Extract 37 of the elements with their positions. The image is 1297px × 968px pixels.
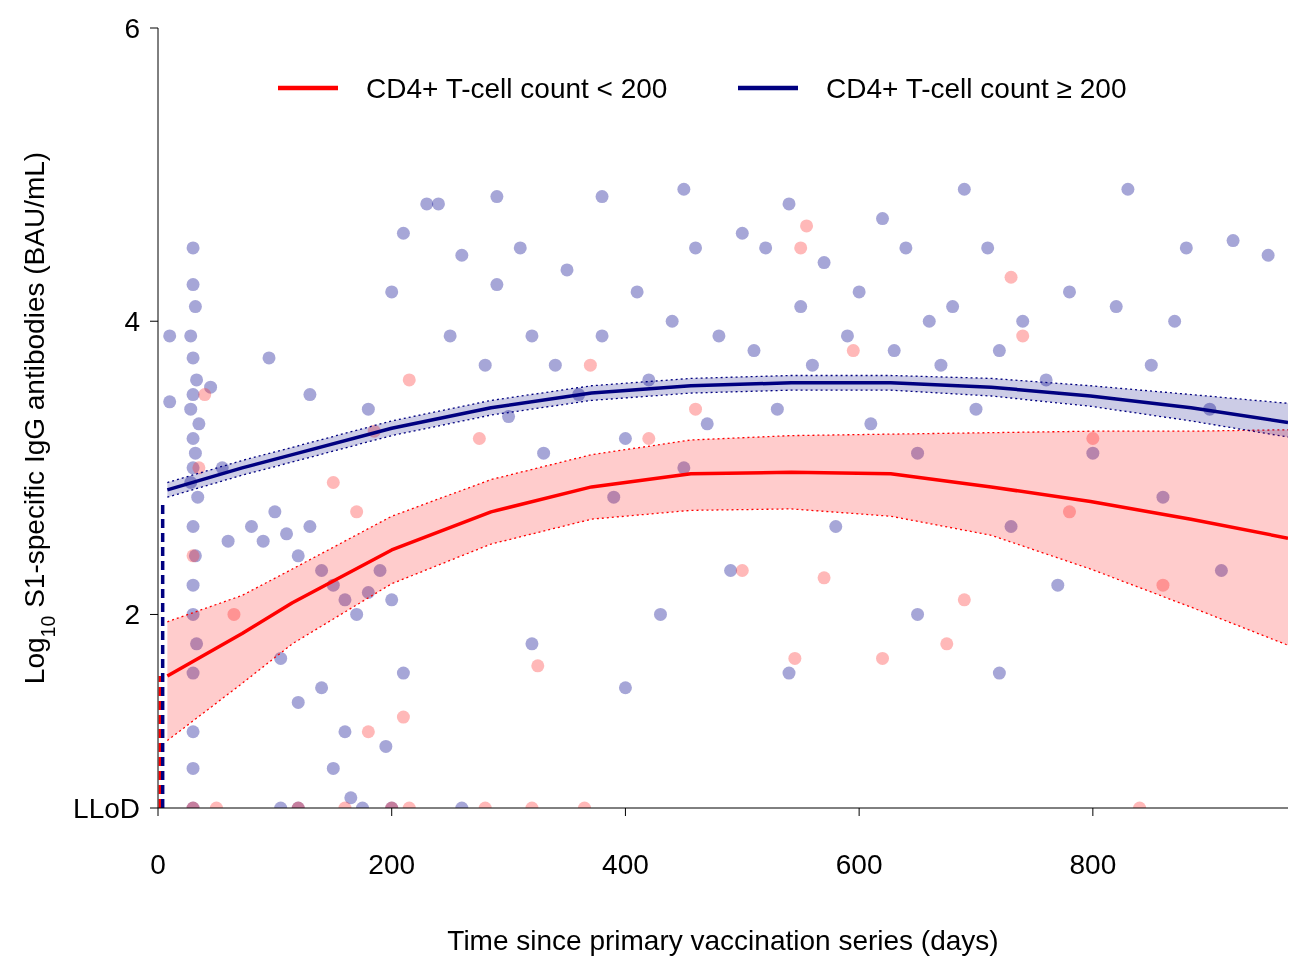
point: [735, 563, 749, 577]
x-tick-label: 200: [368, 849, 416, 880]
point: [198, 388, 212, 402]
line-series: [166, 508, 1288, 742]
point: [689, 402, 703, 416]
point: [396, 710, 410, 724]
legend-label: CD4+ T-cell count < 200: [366, 72, 668, 104]
point: [402, 373, 416, 387]
point: [957, 593, 971, 607]
point: [642, 432, 656, 446]
point: [817, 571, 831, 585]
y-tick-label: 2: [124, 599, 140, 631]
point: [794, 241, 808, 255]
point: [788, 651, 802, 665]
x-tick-label: 400: [602, 849, 649, 880]
point: [472, 432, 486, 446]
y-tick-label: 6: [124, 12, 140, 44]
point: [326, 476, 340, 490]
point: [531, 659, 545, 673]
y-tick-label: LLoD: [73, 792, 140, 824]
point: [192, 461, 206, 475]
point: [583, 358, 597, 372]
point: [940, 637, 954, 651]
point: [350, 505, 364, 519]
point: [800, 219, 814, 233]
x-tick-label: 0: [150, 849, 166, 880]
point: [876, 651, 890, 665]
line-series: [166, 429, 1288, 623]
legend-label: CD4+ T-cell count ≥ 200: [826, 72, 1127, 104]
point: [1016, 329, 1030, 343]
line-series: [165, 470, 1288, 678]
point: [846, 344, 860, 358]
x-tick-label: 800: [1069, 849, 1117, 880]
x-tick-label: 600: [835, 849, 883, 880]
x-axis-title: Time since primary vaccination series (days): [447, 925, 999, 956]
point: [1004, 270, 1018, 284]
y-tick-label: 4: [124, 306, 140, 338]
